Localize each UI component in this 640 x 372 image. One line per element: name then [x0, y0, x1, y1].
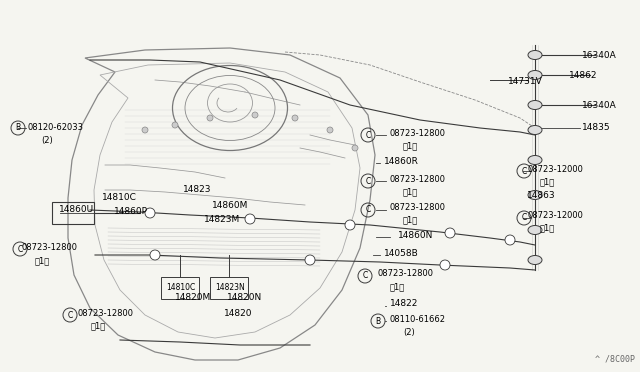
Text: 14860R: 14860R [384, 157, 419, 166]
Text: 08723-12800: 08723-12800 [377, 269, 433, 279]
Circle shape [505, 235, 515, 245]
Text: 、1。: 、1。 [403, 141, 419, 151]
Text: 、1。: 、1。 [540, 224, 556, 232]
Bar [52, 202, 94, 224]
Text: 14058B: 14058B [384, 248, 419, 257]
Text: (2): (2) [41, 137, 52, 145]
Text: 14823M: 14823M [204, 215, 240, 224]
Text: 14860P: 14860P [114, 206, 148, 215]
Text: 08723-12000: 08723-12000 [527, 211, 583, 219]
Text: 16340A: 16340A [582, 51, 617, 60]
Text: 08723-12800: 08723-12800 [390, 174, 446, 183]
Circle shape [172, 122, 178, 128]
Circle shape [327, 127, 333, 133]
Text: C: C [17, 244, 22, 253]
Circle shape [305, 255, 315, 265]
Text: 14823N: 14823N [215, 283, 245, 292]
Text: 14862: 14862 [569, 71, 598, 80]
Text: C: C [365, 205, 371, 215]
Circle shape [252, 112, 258, 118]
Text: 、1。: 、1。 [403, 215, 419, 224]
Text: (2): (2) [403, 328, 415, 337]
Circle shape [345, 220, 355, 230]
Text: 14820: 14820 [224, 308, 253, 317]
Text: 08110-61662: 08110-61662 [390, 315, 446, 324]
Ellipse shape [528, 190, 542, 199]
Text: C: C [522, 167, 527, 176]
Text: C: C [67, 311, 72, 320]
Text: ^ /8C00P: ^ /8C00P [595, 355, 635, 364]
Text: C: C [365, 176, 371, 186]
Text: 14860M: 14860M [212, 202, 248, 211]
Text: 14863: 14863 [527, 192, 556, 201]
Text: B: B [15, 124, 20, 132]
Text: 16340A: 16340A [582, 100, 617, 109]
Ellipse shape [528, 100, 542, 109]
Text: 14823: 14823 [183, 186, 211, 195]
Text: 08120-62033: 08120-62033 [28, 124, 84, 132]
Ellipse shape [528, 51, 542, 60]
Text: C: C [362, 272, 367, 280]
Text: 、1。: 、1。 [403, 187, 419, 196]
Text: C: C [365, 131, 371, 140]
Text: 14810C: 14810C [166, 283, 196, 292]
Circle shape [145, 208, 155, 218]
Text: 14860N: 14860N [398, 231, 433, 240]
Ellipse shape [528, 225, 542, 234]
Ellipse shape [528, 125, 542, 135]
Text: 、1。: 、1。 [91, 321, 106, 330]
Text: 08723-12000: 08723-12000 [527, 164, 583, 173]
Circle shape [150, 250, 160, 260]
Circle shape [245, 214, 255, 224]
Text: 08723-12800: 08723-12800 [22, 244, 78, 253]
Text: 14820M: 14820M [175, 292, 211, 301]
Bar [210, 277, 248, 299]
Bar [161, 277, 199, 299]
Text: 08723-12800: 08723-12800 [390, 202, 446, 212]
Text: 08723-12800: 08723-12800 [78, 308, 134, 317]
Ellipse shape [528, 155, 542, 164]
Circle shape [440, 260, 450, 270]
Text: 14820N: 14820N [227, 292, 262, 301]
Text: 、1。: 、1。 [540, 177, 556, 186]
Text: C: C [522, 214, 527, 222]
Text: 14835: 14835 [582, 124, 611, 132]
Circle shape [292, 115, 298, 121]
Text: B: B [376, 317, 381, 326]
Text: 14822: 14822 [390, 299, 419, 308]
Text: 14731V: 14731V [508, 77, 543, 87]
Text: 14860U: 14860U [59, 205, 94, 215]
Text: 08723-12800: 08723-12800 [390, 128, 446, 138]
Circle shape [352, 145, 358, 151]
Circle shape [142, 127, 148, 133]
Ellipse shape [528, 256, 542, 264]
Circle shape [445, 228, 455, 238]
Text: 14810C: 14810C [102, 193, 137, 202]
Ellipse shape [528, 71, 542, 80]
Circle shape [207, 115, 213, 121]
Text: 、1。: 、1。 [35, 257, 51, 266]
Text: 、1。: 、1。 [390, 282, 405, 292]
